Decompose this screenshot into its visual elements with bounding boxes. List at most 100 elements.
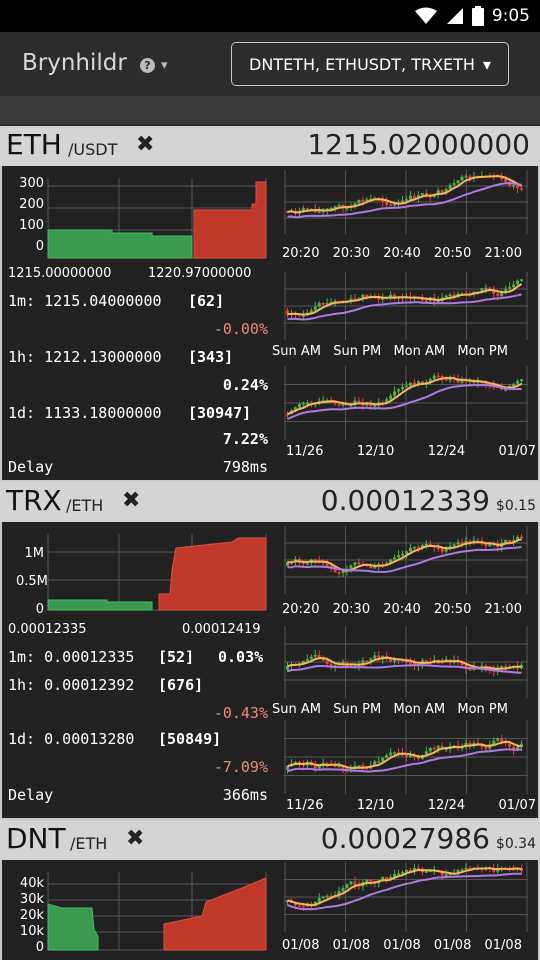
stat-1h-change: -0.43%	[213, 704, 268, 722]
candle-body	[488, 543, 492, 547]
y-tick: 0.5M	[16, 574, 48, 589]
candle-body	[361, 660, 365, 664]
candle-body	[389, 559, 393, 563]
candle-body	[365, 767, 369, 770]
candle-body	[361, 199, 365, 202]
candle-body	[420, 544, 424, 548]
candle-body	[365, 199, 369, 202]
candle-body	[464, 868, 468, 870]
x-tick: 01/07	[498, 444, 536, 459]
candle-body	[389, 658, 393, 662]
candle-body	[408, 547, 412, 552]
candle-body	[432, 375, 436, 380]
candle-body	[408, 755, 412, 758]
candle-body	[293, 902, 297, 906]
candle-body	[317, 303, 321, 307]
depth-chart	[47, 178, 267, 259]
candle-body	[500, 292, 504, 296]
symbol: TRX	[6, 484, 62, 517]
close-icon[interactable]: ✖	[122, 488, 141, 513]
x-tick: 12/24	[427, 798, 466, 813]
candle-body	[325, 562, 329, 566]
x-tick: Mon PM	[457, 344, 508, 359]
candle-chart-1m	[284, 862, 528, 932]
candle-body	[452, 183, 456, 186]
candle-body	[428, 870, 432, 873]
candle-body	[488, 744, 492, 749]
candle-body	[436, 547, 440, 550]
status-bar: 9:05	[0, 0, 540, 32]
y-tick: 0	[35, 239, 44, 254]
candle-x-axis: Sun AM Sun PM Mon AM Mon PM	[272, 702, 508, 717]
candle-body	[321, 896, 325, 899]
candle-body	[520, 665, 524, 669]
candle-body	[385, 201, 389, 205]
y-tick: 30k	[19, 892, 44, 907]
candle-body	[286, 211, 289, 213]
candle-body	[317, 654, 321, 659]
candle-body	[401, 200, 405, 203]
candle-body	[333, 764, 337, 767]
candle-body	[365, 879, 369, 883]
candle-body	[456, 542, 460, 545]
candle-body	[476, 540, 480, 542]
candle-body	[297, 761, 301, 764]
candle-body	[333, 402, 337, 404]
close-icon[interactable]: ✖	[136, 132, 155, 157]
candle-body	[353, 298, 357, 300]
pair-selector-label: DNTETH, ETHUSDT, TRXETH	[249, 54, 475, 74]
ma-slow-line	[287, 293, 522, 321]
depth-y-axis: 1M 0.5M 0	[16, 546, 48, 617]
candle-body	[416, 868, 420, 870]
candle-body	[305, 402, 309, 405]
candle-body	[401, 386, 405, 390]
y-tick: 200	[19, 197, 44, 212]
candle-body	[448, 185, 452, 189]
candle-body	[389, 752, 393, 756]
candle-body	[341, 888, 345, 892]
pair-selector[interactable]: DNTETH, ETHUSDT, TRXETH ▾	[231, 42, 509, 86]
candle-body	[357, 199, 361, 204]
app-title[interactable]: Brynhildr	[22, 50, 127, 76]
candle-body	[412, 382, 416, 386]
ma-fast-line	[287, 656, 522, 670]
x-tick: 20:30	[332, 246, 371, 261]
candle-body	[484, 382, 488, 385]
x-tick: 20:20	[282, 602, 320, 617]
candle-body	[393, 874, 397, 877]
candle-body	[317, 897, 321, 902]
candle-body	[508, 540, 512, 543]
candle-body	[480, 288, 484, 292]
x-tick: 01/08	[433, 938, 472, 953]
candle-body	[301, 660, 305, 664]
ma-fast-line	[287, 174, 522, 214]
caret-down-icon: ▾	[161, 58, 168, 73]
candle-body	[325, 895, 329, 898]
candle-body	[345, 884, 349, 889]
candle-body	[381, 199, 385, 202]
candle-body	[329, 895, 333, 898]
x-tick: 20:50	[433, 246, 472, 261]
candle-body	[432, 747, 436, 750]
candle-body	[508, 287, 512, 289]
candle-body	[520, 188, 524, 190]
candle-body	[424, 300, 428, 302]
x-tick: 12/24	[427, 444, 466, 459]
candle-body	[305, 208, 309, 210]
candle-x-axis: 20:20 20:30 20:40 20:50 21:00	[282, 602, 522, 617]
candle-body	[309, 310, 313, 313]
candle-body	[516, 380, 520, 384]
candle-body	[428, 379, 432, 383]
close-icon[interactable]: ✖	[126, 826, 145, 851]
delay-label: Delay	[8, 458, 54, 476]
candle-body	[448, 377, 452, 381]
candle-body	[313, 559, 317, 561]
candle-body	[357, 765, 361, 767]
candle-body	[405, 869, 408, 872]
quote-asset: /USDT	[68, 140, 118, 159]
candle-body	[504, 666, 508, 668]
x-tick: Mon AM	[393, 344, 446, 359]
help-dropdown[interactable]: ? ▾	[140, 58, 168, 73]
candle-body	[341, 570, 345, 574]
candle-body	[444, 547, 448, 552]
